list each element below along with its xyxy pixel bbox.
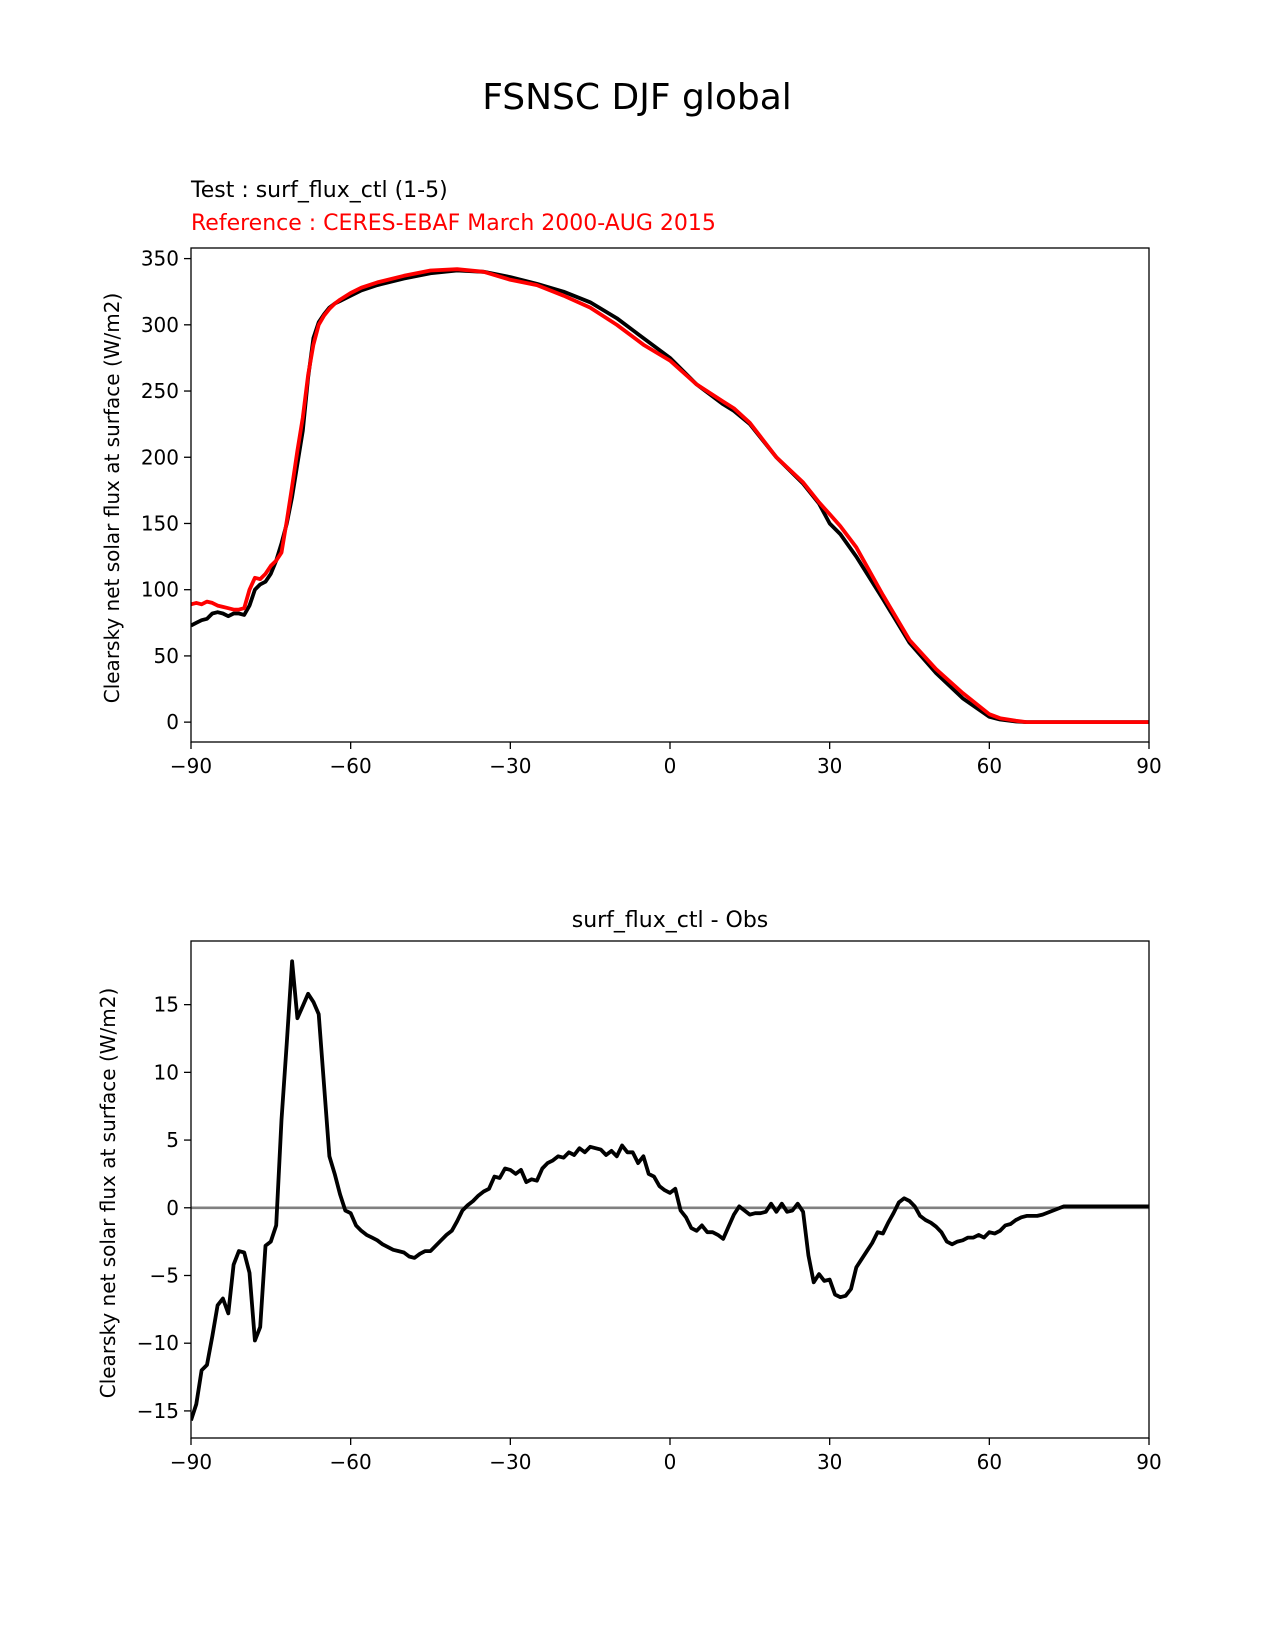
bottom-panel: surf_flux_ctl - Obs Clearsky net solar f… <box>96 908 1162 1474</box>
top-y-tick-label: 50 <box>154 644 179 668</box>
top-x-tick-label: −90 <box>170 754 212 778</box>
bottom-y-tick-label: 0 <box>166 1196 179 1220</box>
bottom-y-tick-label: −15 <box>137 1399 179 1423</box>
top-y-tick-label: 100 <box>141 578 179 602</box>
bottom-title: surf_flux_ctl - Obs <box>572 908 769 933</box>
top-y-tick-label: 350 <box>141 247 179 271</box>
bottom-y-tick-label: 5 <box>166 1128 179 1152</box>
top-y-tick-label: 300 <box>141 313 179 337</box>
top-title-test: Test : surf_flux_ctl (1-5) <box>190 178 448 203</box>
bottom-x-tick-label: 60 <box>977 1450 1002 1474</box>
top-x-tick-label: −60 <box>330 754 372 778</box>
bottom-ticks: −90 −60 −30 0 30 60 90 −15 −10 −5 0 5 10 15 <box>137 993 1162 1474</box>
bottom-series-difference <box>191 959 1149 1421</box>
top-x-tick-label: −30 <box>489 754 531 778</box>
top-y-axis-label: Clearsky net solar flux at surface (W/m2… <box>100 293 124 704</box>
figure-title: FSNSC DJF global <box>482 77 792 118</box>
top-x-tick-label: 0 <box>664 754 677 778</box>
bottom-y-tick-label: −10 <box>137 1331 179 1355</box>
top-panel: Test : surf_flux_ctl (1-5) Reference : C… <box>100 178 1162 778</box>
top-axes-frame <box>190 247 1150 743</box>
top-series-test <box>191 268 1149 724</box>
bottom-y-tick-label: 10 <box>154 1060 179 1084</box>
top-x-tick-label: 90 <box>1136 754 1161 778</box>
top-y-tick-label: 0 <box>166 710 179 734</box>
bottom-x-tick-label: 90 <box>1136 1450 1161 1474</box>
bottom-y-tick-label: −5 <box>150 1263 179 1287</box>
top-y-tick-label: 200 <box>141 445 179 469</box>
bottom-y-tick-label: 15 <box>154 993 179 1017</box>
bottom-lines <box>191 959 1149 1421</box>
bottom-x-tick-label: −30 <box>489 1450 531 1474</box>
bottom-x-tick-label: 0 <box>664 1450 677 1474</box>
top-ticks: −90 −60 −30 0 30 60 90 0 50 100 150 200 250 300 350 <box>141 247 1162 778</box>
bottom-axes-frame <box>190 940 1150 1439</box>
top-lines <box>191 267 1149 724</box>
bottom-x-tick-label: −60 <box>330 1450 372 1474</box>
top-y-tick-label: 250 <box>141 379 179 403</box>
top-series-reference <box>191 267 1149 724</box>
bottom-y-axis-label: Clearsky net solar flux at surface (W/m2… <box>96 988 120 1399</box>
bottom-x-tick-label: −90 <box>170 1450 212 1474</box>
top-x-tick-label: 60 <box>977 754 1002 778</box>
top-title-reference: Reference : CERES-EBAF March 2000-AUG 20… <box>191 211 716 236</box>
bottom-x-tick-label: 30 <box>817 1450 842 1474</box>
top-x-tick-label: 30 <box>817 754 842 778</box>
top-y-tick-label: 150 <box>141 511 179 535</box>
